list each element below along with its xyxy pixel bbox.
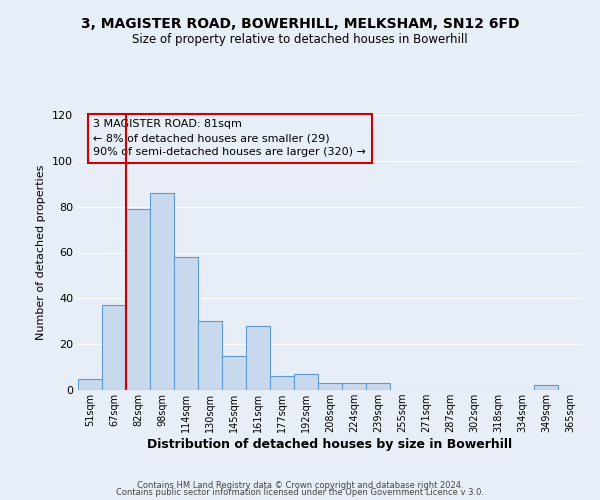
Bar bbox=[78, 378, 102, 390]
Y-axis label: Number of detached properties: Number of detached properties bbox=[37, 165, 46, 340]
Bar bbox=[150, 193, 174, 390]
Text: 3 MAGISTER ROAD: 81sqm
← 8% of detached houses are smaller (29)
90% of semi-deta: 3 MAGISTER ROAD: 81sqm ← 8% of detached … bbox=[93, 119, 366, 157]
Bar bbox=[222, 356, 246, 390]
Bar bbox=[246, 326, 270, 390]
Bar bbox=[342, 383, 366, 390]
Bar bbox=[318, 383, 342, 390]
Bar bbox=[270, 376, 294, 390]
Bar bbox=[198, 322, 222, 390]
Text: Contains public sector information licensed under the Open Government Licence v : Contains public sector information licen… bbox=[116, 488, 484, 497]
Bar bbox=[174, 257, 198, 390]
Text: Size of property relative to detached houses in Bowerhill: Size of property relative to detached ho… bbox=[132, 32, 468, 46]
Bar bbox=[126, 209, 150, 390]
Bar bbox=[294, 374, 318, 390]
Bar bbox=[366, 383, 390, 390]
Bar bbox=[534, 386, 558, 390]
X-axis label: Distribution of detached houses by size in Bowerhill: Distribution of detached houses by size … bbox=[148, 438, 512, 451]
Bar bbox=[102, 305, 126, 390]
Text: Contains HM Land Registry data © Crown copyright and database right 2024.: Contains HM Land Registry data © Crown c… bbox=[137, 480, 463, 490]
Text: 3, MAGISTER ROAD, BOWERHILL, MELKSHAM, SN12 6FD: 3, MAGISTER ROAD, BOWERHILL, MELKSHAM, S… bbox=[81, 18, 519, 32]
